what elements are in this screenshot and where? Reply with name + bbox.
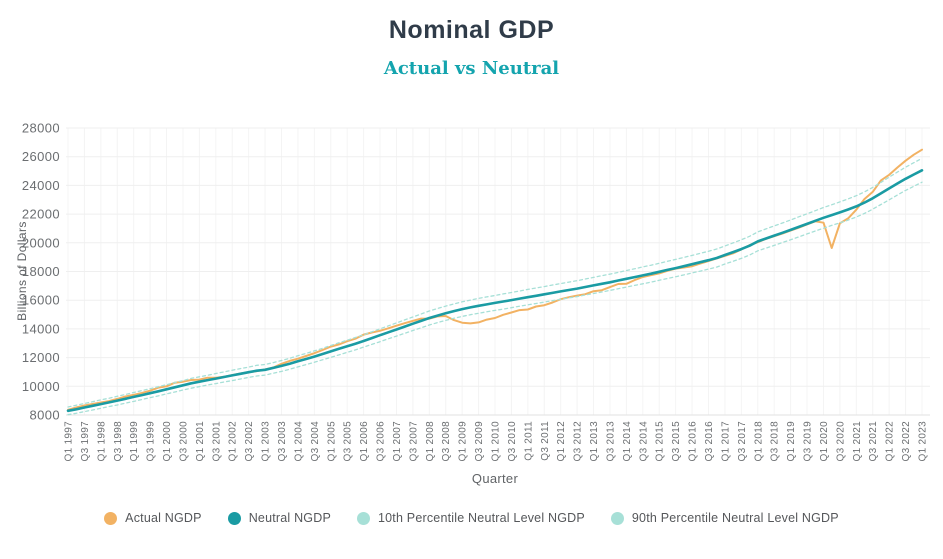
svg-text:Q1 2008: Q1 2008 [425, 421, 436, 462]
chart-subtitle: Actual vs Neutral [383, 58, 560, 79]
svg-text:Q3 2014: Q3 2014 [638, 421, 649, 462]
svg-text:Q1 2017: Q1 2017 [720, 421, 731, 462]
svg-text:Q3 2003: Q3 2003 [277, 421, 288, 462]
svg-text:Q3 2013: Q3 2013 [606, 421, 617, 462]
svg-text:Q1 2010: Q1 2010 [491, 421, 502, 462]
svg-text:Q3 2018: Q3 2018 [770, 421, 781, 462]
svg-text:Q1 2009: Q1 2009 [458, 421, 469, 462]
actual-ngdp-dot-icon [104, 511, 118, 525]
legend-label: Neutral NGDP [248, 511, 331, 525]
svg-text:Q3 2012: Q3 2012 [573, 421, 584, 462]
svg-text:Q1 2003: Q1 2003 [261, 421, 272, 462]
svg-text:Q3 2017: Q3 2017 [737, 421, 748, 462]
svg-text:Q1 2013: Q1 2013 [589, 421, 600, 462]
percentile-10-dot-icon [357, 511, 370, 525]
svg-text:Q1 2022: Q1 2022 [885, 421, 896, 462]
svg-text:Q1 2007: Q1 2007 [392, 421, 403, 462]
svg-text:Q3 2004: Q3 2004 [310, 421, 321, 462]
svg-text:Q3 2015: Q3 2015 [671, 421, 682, 462]
chart-title: Nominal GDP [388, 16, 555, 44]
svg-text:Q1 2006: Q1 2006 [359, 421, 370, 462]
svg-text:Q1 2011: Q1 2011 [523, 421, 534, 461]
svg-text:Q3 1998: Q3 1998 [113, 421, 124, 462]
svg-text:24000: 24000 [22, 178, 60, 193]
svg-text:Q3 2006: Q3 2006 [376, 421, 387, 462]
svg-text:Q1 2020: Q1 2020 [819, 421, 830, 462]
svg-text:18000: 18000 [22, 264, 60, 279]
svg-text:Q3 2010: Q3 2010 [507, 421, 518, 462]
svg-text:Q1 2023: Q1 2023 [918, 421, 929, 462]
svg-text:Q3 1997: Q3 1997 [80, 421, 91, 462]
svg-text:Q1 2019: Q1 2019 [786, 421, 797, 462]
svg-text:Q1 2000: Q1 2000 [162, 421, 173, 462]
legend-item-90th-percentile[interactable]: 90th Percentile Neutral Level NGDP [610, 511, 839, 525]
legend-item-10th-percentile[interactable]: 10th Percentile Neutral Level NGDP [357, 511, 585, 525]
svg-text:8000: 8000 [29, 408, 60, 423]
svg-text:12000: 12000 [22, 350, 60, 365]
svg-text:Q3 2020: Q3 2020 [835, 421, 846, 462]
svg-text:Q1 1998: Q1 1998 [96, 421, 107, 462]
chart-legend: Actual NGDP Neutral NGDP 10th Percentile… [0, 511, 943, 525]
neutral-ngdp-dot-icon [227, 511, 241, 525]
svg-text:Q3 2021: Q3 2021 [868, 421, 879, 462]
legend-label: 10th Percentile Neutral Level NGDP [378, 511, 585, 525]
svg-text:22000: 22000 [22, 207, 60, 222]
svg-text:Q1 2016: Q1 2016 [688, 421, 699, 462]
svg-text:Q1 2014: Q1 2014 [622, 421, 633, 462]
svg-text:28000: 28000 [22, 121, 60, 136]
svg-text:Q3 2000: Q3 2000 [179, 421, 190, 462]
x-axis-title: Quarter [471, 471, 519, 486]
svg-text:Q3 2005: Q3 2005 [343, 421, 354, 462]
svg-text:20000: 20000 [22, 235, 60, 250]
svg-text:Q3 2002: Q3 2002 [244, 421, 255, 462]
chart-plot-area[interactable]: Q1 1997 Q3 1997 Q1 1998 Q3 1998 Q1 1999 Q3 19… [0, 0, 943, 500]
legend-label: Actual NGDP [125, 511, 202, 525]
svg-text:Q1 2012: Q1 2012 [556, 421, 567, 462]
svg-text:Q1 2015: Q1 2015 [655, 421, 666, 462]
svg-text:Q3 2022: Q3 2022 [901, 421, 912, 462]
svg-text:Q3 2009: Q3 2009 [474, 421, 485, 462]
svg-text:26000: 26000 [22, 149, 60, 164]
legend-item-actual-ngdp[interactable]: Actual NGDP [104, 511, 202, 525]
svg-text:Q1 2001: Q1 2001 [195, 421, 206, 462]
svg-text:Q3 1999: Q3 1999 [146, 421, 157, 462]
svg-text:Q3 2011: Q3 2011 [540, 421, 551, 461]
svg-text:Q1 2002: Q1 2002 [228, 421, 239, 462]
svg-text:Q1 1997: Q1 1997 [64, 421, 75, 462]
svg-text:Q3 2019: Q3 2019 [803, 421, 814, 462]
svg-text:Q1 1999: Q1 1999 [129, 421, 140, 462]
legend-item-neutral-ngdp[interactable]: Neutral NGDP [227, 511, 331, 525]
svg-text:Q1 2018: Q1 2018 [753, 421, 764, 462]
svg-text:Q1 2004: Q1 2004 [293, 421, 304, 462]
svg-text:Q1 2021: Q1 2021 [852, 421, 863, 462]
svg-text:14000: 14000 [22, 321, 60, 336]
percentile-90-dot-icon [610, 511, 624, 525]
svg-text:Q3 2016: Q3 2016 [704, 421, 715, 462]
svg-text:Q3 2001: Q3 2001 [211, 421, 222, 462]
svg-text:Q1 2005: Q1 2005 [326, 421, 337, 462]
svg-text:16000: 16000 [22, 293, 60, 308]
legend-label: 90th Percentile Neutral Level NGDP [631, 511, 839, 525]
svg-text:10000: 10000 [22, 379, 60, 394]
svg-text:Q3 2007: Q3 2007 [408, 421, 419, 462]
svg-text:Q3 2008: Q3 2008 [441, 421, 452, 462]
y-axis-title: Billions of Dollars [15, 221, 29, 321]
